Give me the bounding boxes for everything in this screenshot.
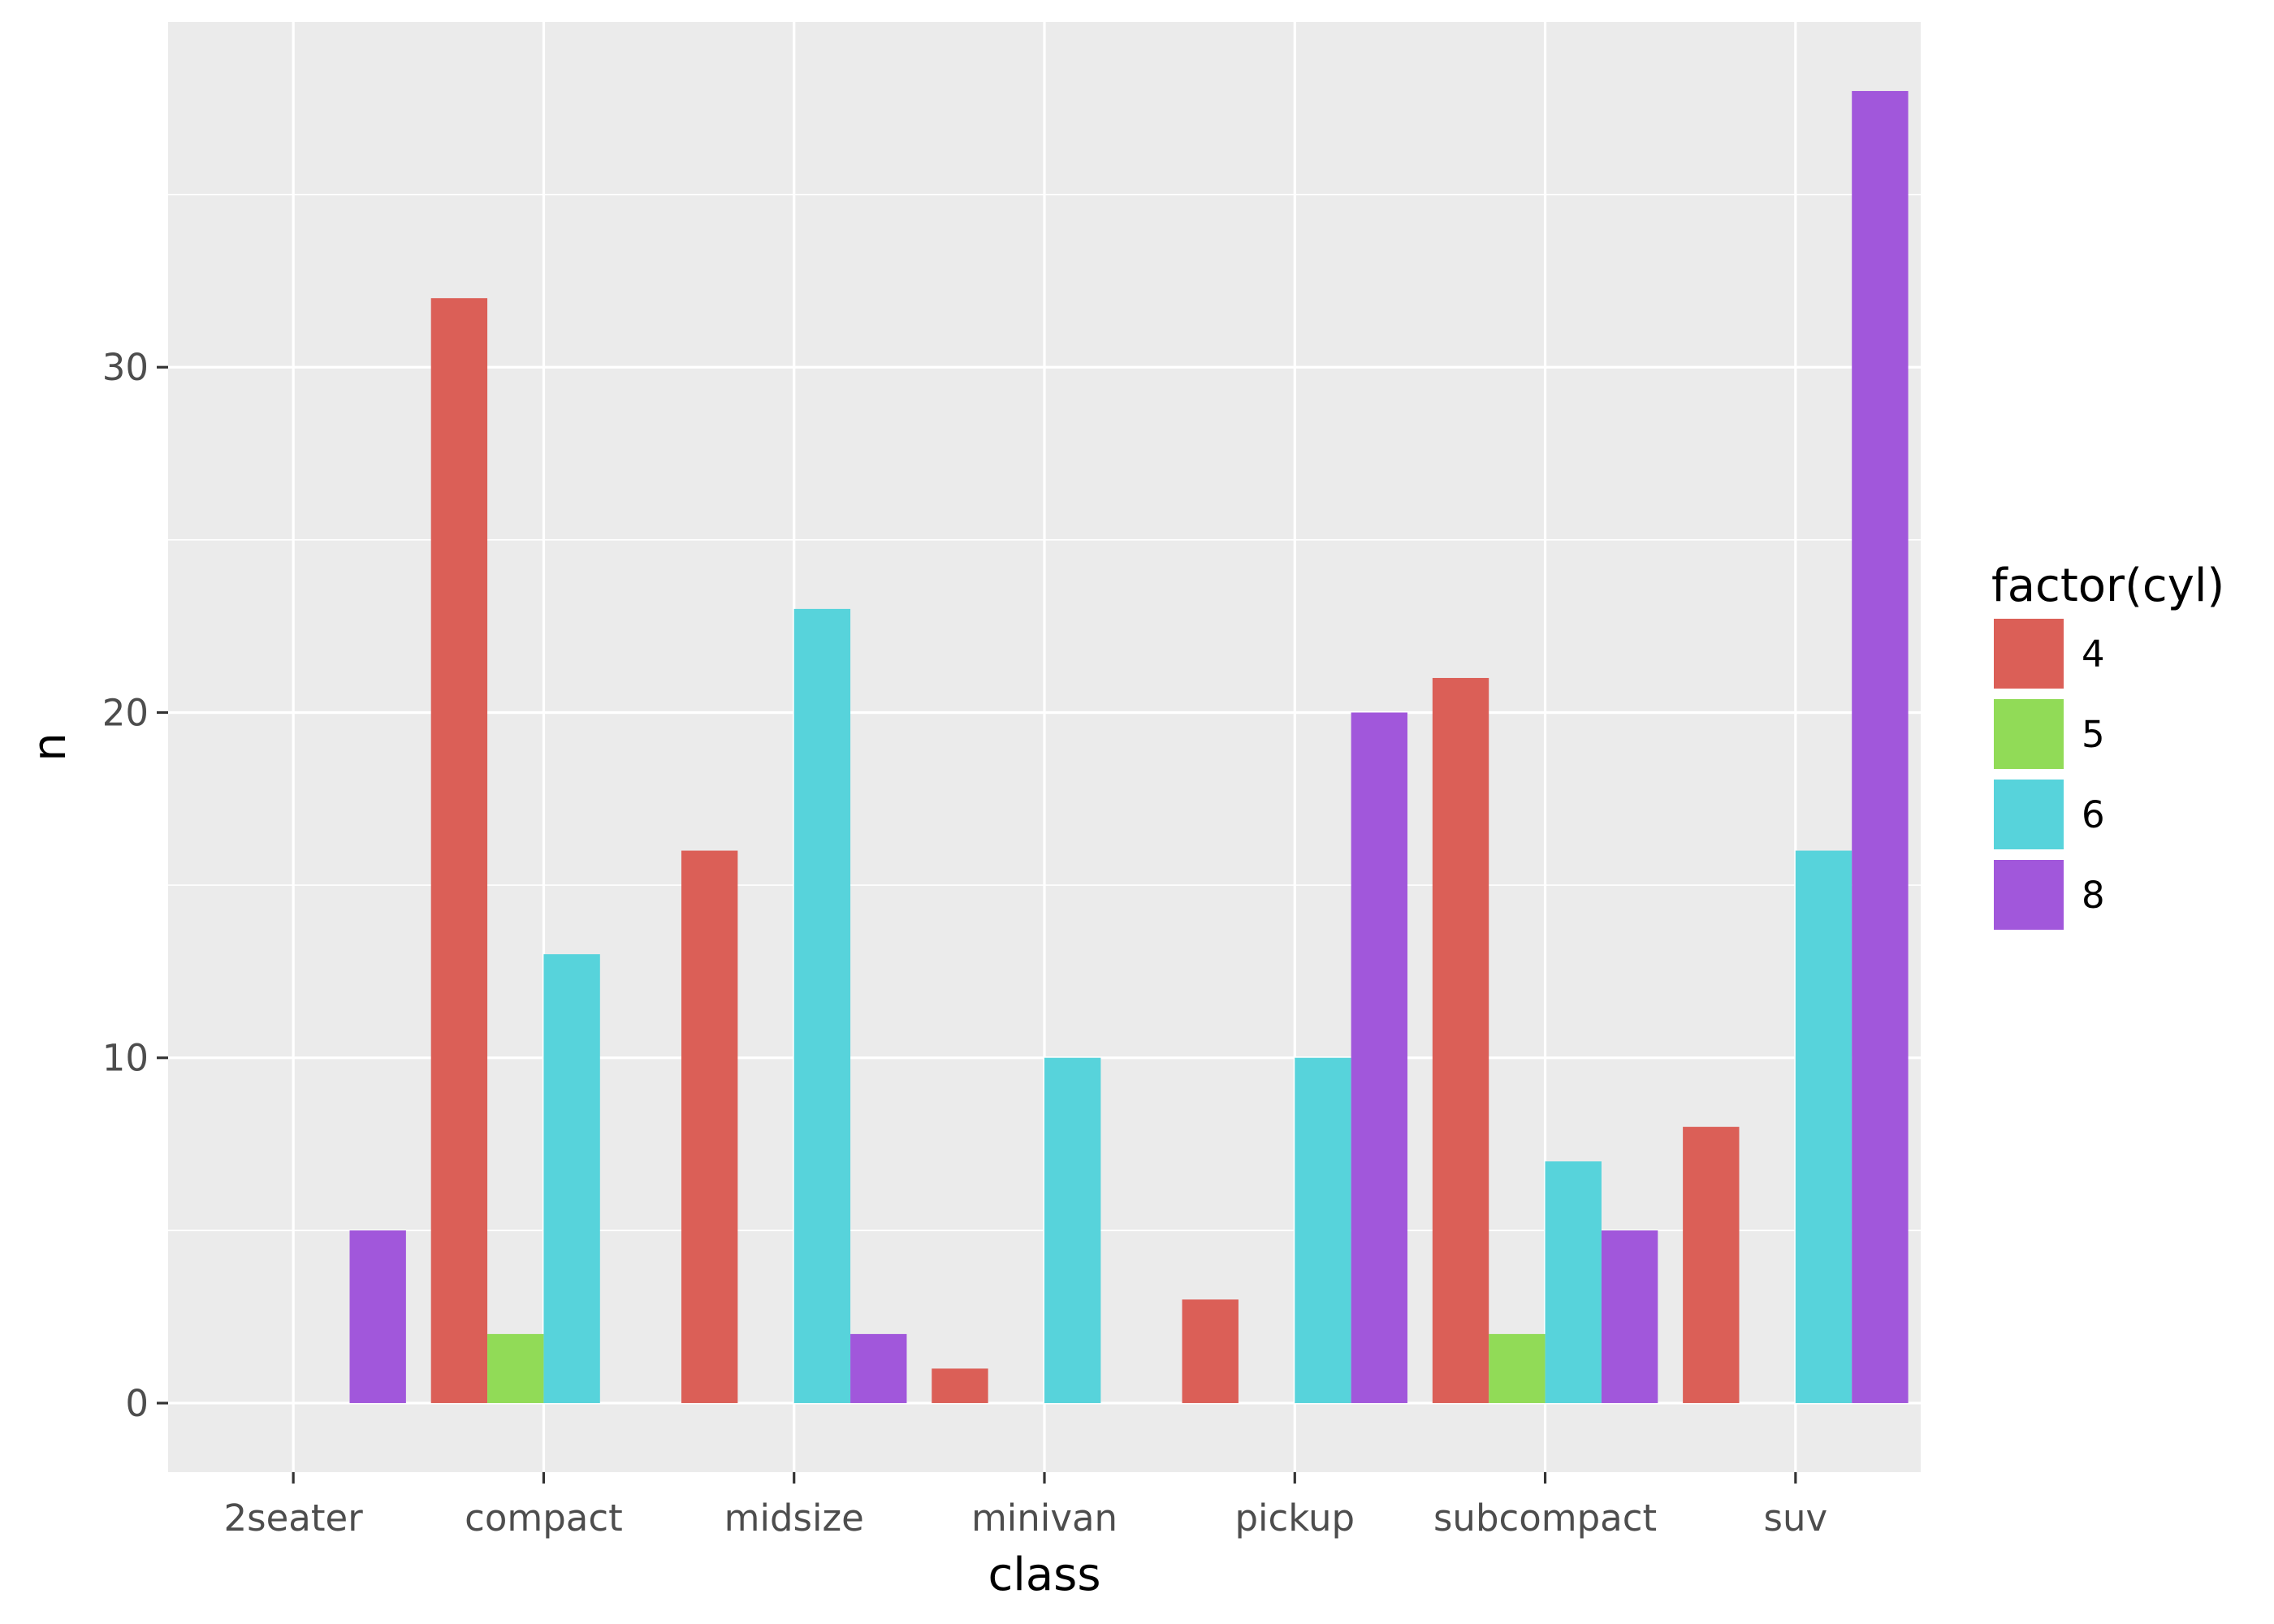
legend-label: 6 [2082,793,2105,836]
bar-2seater-cyl-8 [349,1230,406,1403]
bar-subcompact-cyl-6 [1545,1161,1602,1403]
bar-subcompact-cyl-4 [1432,677,1489,1403]
x-tick-label: suv [1764,1497,1828,1540]
bar-compact-cyl-4 [430,298,488,1403]
y-tick-label: 30 [102,346,149,389]
bar-midsize-cyl-4 [681,850,738,1403]
bar-minivan-cyl-6 [1044,1057,1101,1403]
legend-label: 5 [2082,713,2105,756]
x-tick-label: compact [465,1497,623,1540]
x-tick-label: subcompact [1433,1497,1657,1540]
bar-minivan-cyl-4 [932,1368,988,1403]
legend-key-8 [1994,860,2064,930]
bar-pickup-cyl-4 [1182,1299,1239,1403]
legend-key-4 [1994,619,2064,689]
bar-compact-cyl-5 [487,1333,544,1403]
bar-pickup-cyl-8 [1351,712,1408,1403]
bar-subcompact-cyl-8 [1601,1230,1658,1403]
bar-compact-cyl-6 [543,954,600,1403]
x-tick-label: midsize [724,1497,864,1540]
legend-key-5 [1994,699,2064,769]
y-axis-title: n [24,732,76,762]
bar-suv-cyl-8 [1852,91,1909,1403]
y-tick-label: 20 [102,691,149,734]
legend: factor(cyl) 4 5 6 8 [1991,559,2224,930]
bars [349,91,1909,1403]
y-tick-label: 0 [125,1382,149,1425]
x-axis-title: class [988,1548,1100,1601]
legend-key-6 [1994,780,2064,849]
bar-midsize-cyl-8 [850,1333,907,1403]
bar-suv-cyl-6 [1795,850,1852,1403]
x-tick-label: minivan [971,1497,1118,1540]
legend-label: 8 [2082,874,2105,917]
x-tick-label: 2seater [224,1497,364,1540]
y-tick-label: 10 [102,1037,149,1080]
legend-items: 4 5 6 8 [1994,619,2105,930]
bar-midsize-cyl-6 [793,608,851,1403]
y-tick-labels: 0 10 20 30 [102,346,149,1425]
bar-subcompact-cyl-5 [1489,1333,1546,1403]
x-tick-label: pickup [1234,1497,1355,1540]
legend-title: factor(cyl) [1991,559,2224,612]
x-tick-labels: 2seater compact midsize minivan pickup subcom… [224,1497,1828,1540]
axis-ticks [157,365,1797,1484]
bar-pickup-cyl-6 [1295,1057,1351,1403]
legend-label: 4 [2082,633,2105,676]
bar-suv-cyl-4 [1683,1126,1740,1403]
